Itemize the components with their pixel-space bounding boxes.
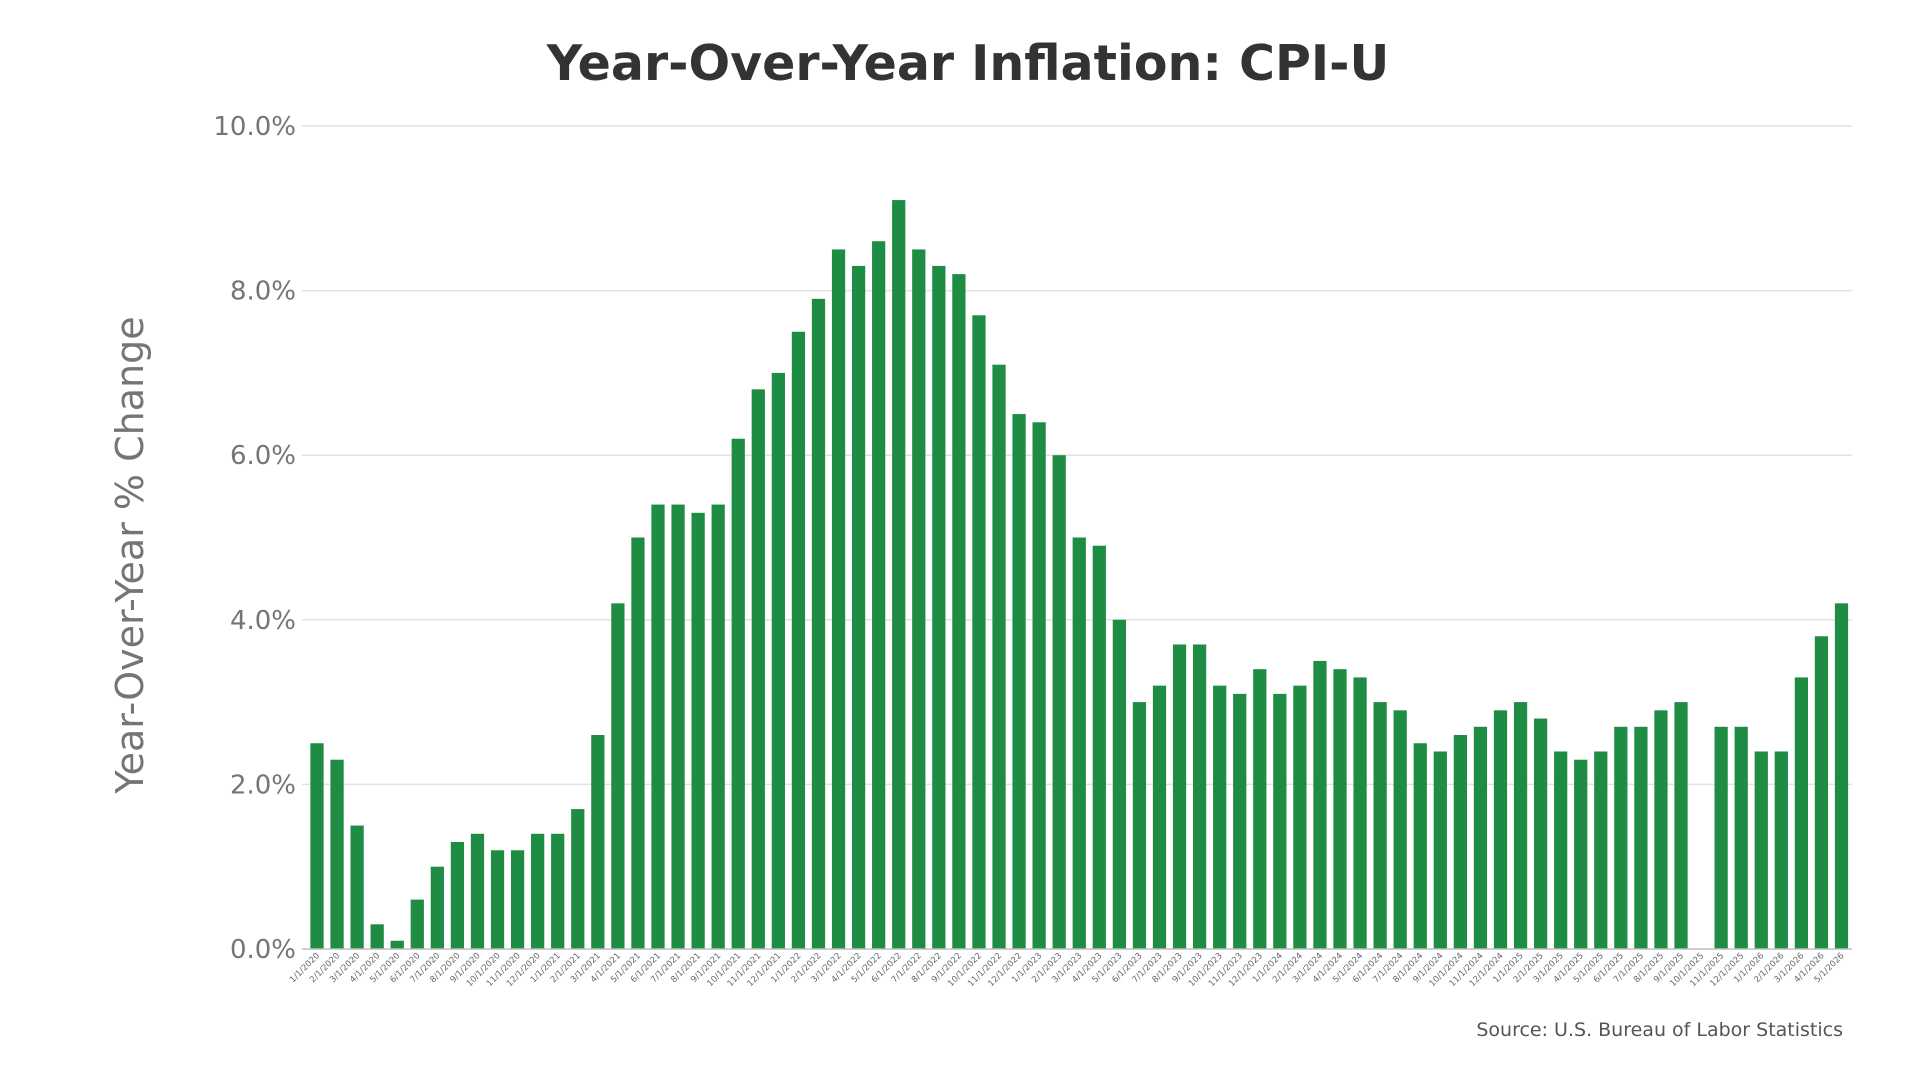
bar [1393,710,1407,949]
y-tick-label: 2.0% [230,770,296,800]
bar [350,825,364,949]
bar [1774,751,1788,949]
bar [330,759,344,949]
bar [1433,751,1447,949]
bar [671,504,685,949]
y-axis-label: Year-Over-Year % Change [108,316,152,794]
bar [651,504,665,949]
bar [591,735,605,949]
bar [892,200,906,949]
x-axis-ticks: 1/1/20202/1/20203/1/20204/1/20205/1/2020… [288,951,1847,989]
bar [1453,735,1467,949]
bar [1293,685,1307,949]
bar [1834,603,1849,949]
bar [1574,759,1588,949]
bar [751,389,765,949]
bar [1273,693,1287,949]
bar [932,265,946,949]
bar [1533,718,1548,949]
bar [851,265,866,949]
bar [1674,702,1688,949]
source-note: Source: U.S. Bureau of Labor Statistics [1476,1019,1843,1041]
bar [791,331,806,949]
bar [872,241,886,950]
bar [992,364,1006,949]
bar [1112,619,1126,949]
bar [410,899,424,949]
bar [310,743,324,949]
bar [1654,710,1668,949]
bar [370,924,384,949]
bar [1794,677,1809,949]
y-tick-label: 8.0% [230,277,296,307]
bar [1493,710,1508,949]
bar [531,833,545,949]
gridlines [302,125,1852,786]
bar [430,866,444,949]
bar [1594,751,1608,949]
bar [611,603,625,949]
bar [1172,644,1187,949]
bar [1473,726,1488,949]
bar [1313,660,1327,949]
bar [1253,669,1267,949]
bar [510,850,525,949]
bar [470,833,485,949]
bar [1032,422,1046,949]
bar [1012,414,1026,949]
bar [912,249,926,949]
bar [1714,726,1728,949]
bar [1814,636,1829,949]
bars [310,200,1849,950]
bar [1413,743,1427,949]
bar [390,940,404,949]
bar [1213,685,1227,949]
bar [450,842,465,949]
bar [1052,455,1066,949]
bar [1132,702,1147,949]
bar [1634,726,1648,949]
bar [1072,537,1086,949]
bar [1513,702,1528,949]
bar [811,298,826,950]
bar [1233,693,1247,949]
bar [831,249,846,949]
y-tick-label: 0.0% [230,935,296,965]
y-tick-label: 10.0% [213,112,296,142]
bar [1092,545,1106,949]
bar [571,809,585,949]
bar [1734,726,1748,949]
bar [1754,751,1768,949]
bar [771,372,785,949]
bar [1554,751,1568,949]
bar [952,274,966,949]
bar [1333,669,1347,949]
bar [1373,702,1387,949]
bar [1614,726,1628,949]
bar [1192,644,1207,949]
bar [551,833,565,949]
bar [1152,685,1167,949]
bar [711,504,725,949]
bar [972,315,986,949]
bar [631,537,645,949]
bar [490,850,505,949]
y-tick-label: 6.0% [230,441,296,471]
bar [1353,677,1367,949]
bar [691,512,705,949]
y-tick-label: 4.0% [230,606,296,636]
chart-title: Year-Over-Year Inflation: CPI-U [546,35,1390,92]
bar [731,438,745,949]
y-axis-ticks: 0.0% 2.0% 4.0% 6.0% 8.0% 10.0% [213,112,296,965]
